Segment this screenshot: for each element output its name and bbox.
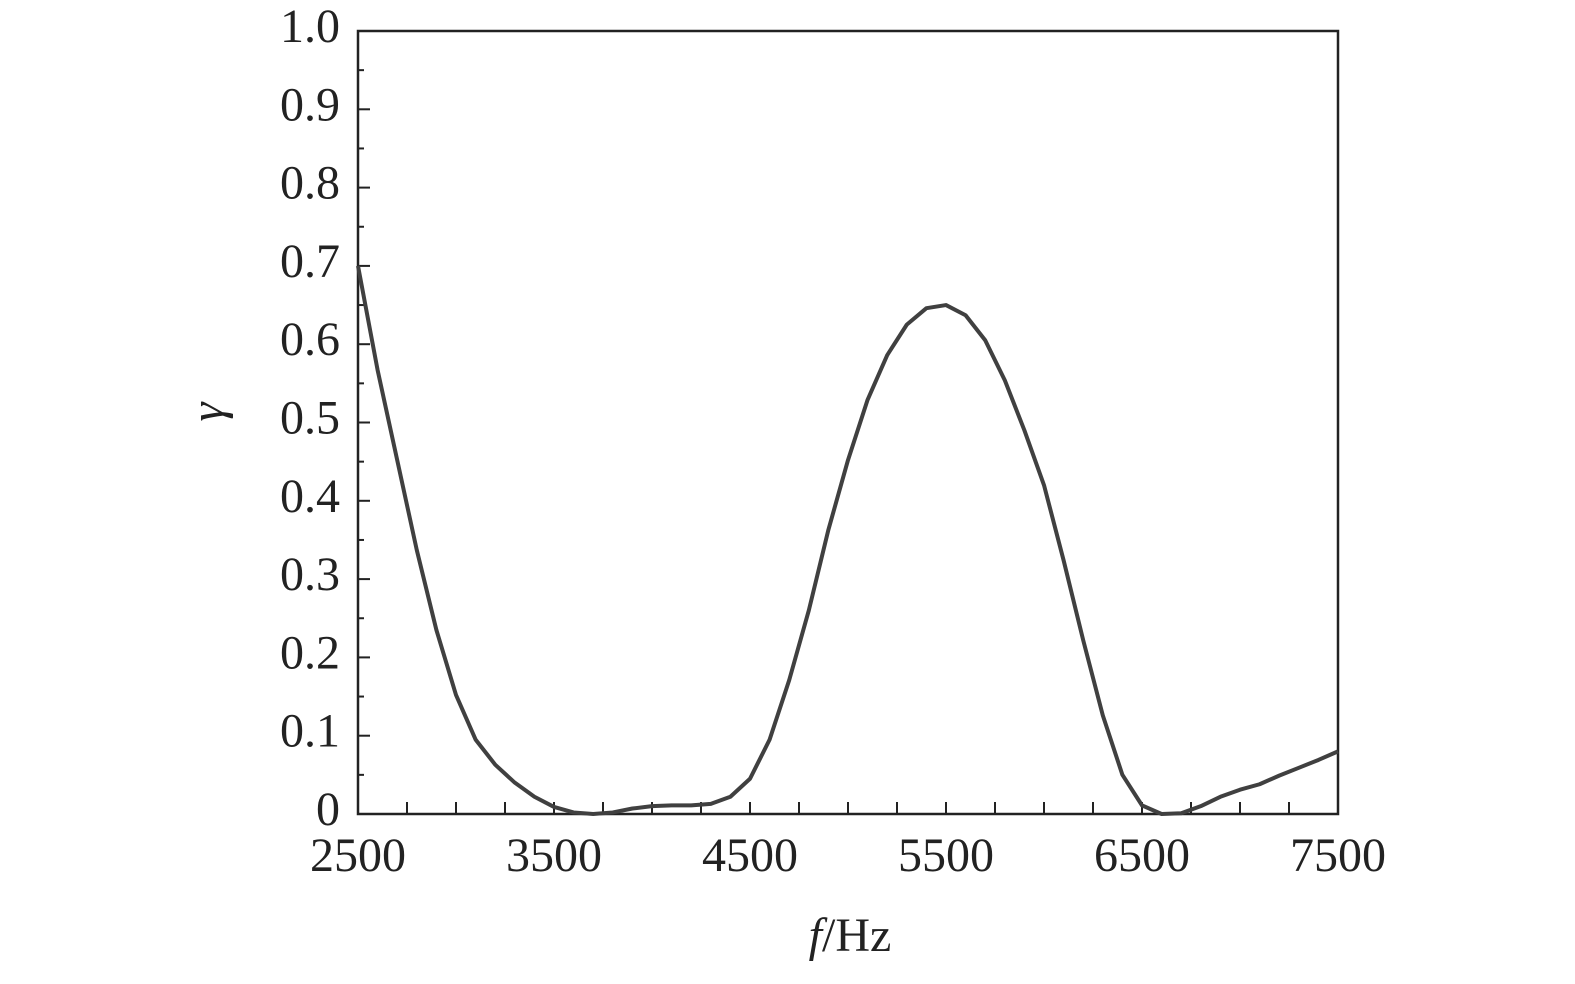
x-tick-label: 2500 [310,829,406,882]
y-tick-label: 0.6 [280,313,340,366]
y-tick-label: 0.8 [280,157,340,210]
y-tick-label: 0.1 [280,705,340,758]
y-tick-label: 0.5 [280,392,340,445]
x-tick-label: 4500 [702,829,798,882]
x-tick-label: 7500 [1290,829,1386,882]
x-axis-label: f/Hz [809,909,892,962]
y-axis-label: γ [181,401,234,421]
x-label-unit: /Hz [822,909,891,962]
x-tick-label: 3500 [506,829,602,882]
x-tick-label: 6500 [1094,829,1190,882]
y-tick-label: 0.9 [280,78,340,131]
y-tick-label: 0 [316,783,340,836]
x-tick-label: 5500 [898,829,994,882]
plot-frame [356,29,1340,816]
data-line [356,265,1339,816]
y-tick-label: 0.3 [280,548,340,601]
y-tick-label: 1.0 [280,0,340,53]
y-tick-label: 0.2 [280,626,340,679]
y-tick-label: 0.7 [280,235,340,288]
y-tick-label: 0.4 [280,470,340,523]
